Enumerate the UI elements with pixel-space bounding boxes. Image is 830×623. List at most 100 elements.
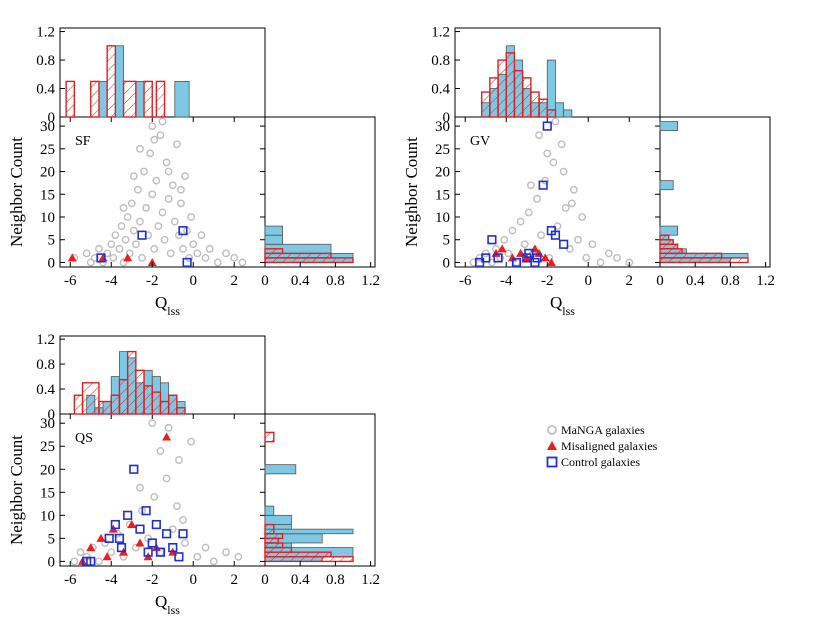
top-y-tick-label: 0.8 bbox=[36, 357, 55, 373]
legend-manga-marker bbox=[547, 425, 557, 435]
y-axis-title: Neighbor Count bbox=[402, 137, 421, 247]
control-point bbox=[137, 230, 147, 240]
right-x-tick-label: 0.8 bbox=[721, 273, 740, 289]
misaligned-point bbox=[135, 538, 145, 547]
control-point bbox=[155, 547, 166, 557]
y-tick-label: 30 bbox=[40, 416, 55, 432]
control-point bbox=[542, 121, 552, 131]
manga-point bbox=[156, 446, 165, 455]
manga-point bbox=[90, 254, 99, 262]
top-y-tick-label: 0 bbox=[48, 407, 56, 423]
legend-misaligned-label: Misaligned galaxies bbox=[561, 439, 658, 453]
manga-point bbox=[197, 231, 206, 240]
control-point bbox=[141, 506, 151, 516]
y-tick-label: 25 bbox=[435, 142, 450, 158]
right-hist-frame bbox=[659, 116, 771, 268]
manga-point bbox=[561, 204, 570, 212]
manga-point bbox=[543, 149, 552, 158]
x-tick-label: -6 bbox=[64, 572, 77, 588]
top-hist-bar-misaligned bbox=[538, 98, 548, 118]
control-point bbox=[114, 533, 125, 543]
manga-point bbox=[125, 249, 134, 258]
manga-point bbox=[148, 122, 157, 130]
right-hist-bar-misaligned bbox=[264, 431, 275, 443]
manga-point bbox=[230, 254, 239, 262]
manga-point bbox=[156, 131, 165, 140]
y-tick-label: 15 bbox=[435, 187, 450, 203]
legend-control-label: Control galaxies bbox=[561, 455, 640, 469]
x-tick-label: -4 bbox=[500, 273, 513, 289]
right-x-tick-label: 0.8 bbox=[326, 273, 345, 289]
manga-point bbox=[144, 231, 153, 240]
manga-point bbox=[179, 516, 187, 524]
manga-point bbox=[238, 258, 247, 267]
manga-point bbox=[136, 217, 144, 226]
manga-point bbox=[158, 208, 167, 217]
y-tick-label: 10 bbox=[435, 210, 450, 226]
x-tick-label: 2 bbox=[231, 273, 239, 289]
top-hist-bar-control bbox=[114, 45, 124, 118]
top-hist-bar-misaligned bbox=[480, 91, 491, 118]
top-hist-bar-control bbox=[98, 81, 108, 118]
control-point bbox=[559, 239, 569, 249]
y-tick-label: 25 bbox=[40, 142, 55, 158]
manga-point bbox=[205, 244, 214, 253]
manga-point bbox=[582, 254, 591, 262]
y-tick-label: 20 bbox=[40, 462, 55, 478]
control-point bbox=[174, 552, 184, 562]
control-point bbox=[178, 226, 188, 236]
manga-point bbox=[234, 552, 243, 561]
manga-point bbox=[201, 254, 210, 262]
control-point bbox=[123, 510, 133, 520]
control-point bbox=[135, 524, 145, 534]
manga-point bbox=[504, 249, 513, 258]
manga-point bbox=[95, 244, 103, 253]
top-hist-bar-misaligned bbox=[167, 394, 178, 415]
manga-point bbox=[107, 548, 116, 557]
manga-point bbox=[127, 199, 136, 208]
manga-point bbox=[142, 204, 151, 212]
legend-control-marker bbox=[546, 456, 558, 468]
x-axis-title: Qlss bbox=[155, 293, 180, 318]
manga-point bbox=[123, 213, 132, 221]
right-x-tick-label: 0.4 bbox=[291, 572, 310, 588]
manga-point bbox=[131, 543, 140, 552]
manga-point bbox=[181, 172, 189, 180]
y-tick-label: 30 bbox=[40, 119, 55, 135]
legend-manga-label: MaNGA galaxies bbox=[561, 423, 645, 437]
manga-point bbox=[574, 235, 582, 244]
y-tick-label: 5 bbox=[48, 233, 56, 249]
x-axis-title: Qlss bbox=[550, 293, 575, 318]
manga-point bbox=[187, 437, 196, 446]
manga-point bbox=[107, 240, 116, 249]
x-tick-label: -4 bbox=[105, 273, 118, 289]
right-x-tick-label: 1.2 bbox=[361, 572, 380, 588]
manga-point bbox=[168, 525, 177, 534]
manga-point bbox=[70, 557, 79, 566]
manga-point bbox=[136, 483, 144, 492]
manga-point bbox=[170, 217, 179, 226]
top-hist-bar-misaligned bbox=[530, 91, 540, 118]
manga-point bbox=[500, 235, 509, 244]
control-point bbox=[182, 257, 192, 268]
manga-point bbox=[189, 240, 198, 249]
misaligned-point bbox=[540, 253, 550, 262]
manga-point bbox=[520, 240, 529, 249]
control-point bbox=[532, 253, 542, 263]
manga-point bbox=[222, 548, 230, 557]
misaligned-point bbox=[546, 257, 556, 266]
y-tick-label: 0 bbox=[443, 255, 451, 271]
top-y-tick-label: 0.4 bbox=[431, 82, 450, 98]
right-hist-bar-control bbox=[264, 234, 284, 245]
top-hist-bar-misaligned bbox=[521, 77, 532, 118]
control-point bbox=[493, 253, 503, 263]
top-hist-bar-control bbox=[555, 102, 565, 118]
manga-point bbox=[613, 254, 621, 262]
top-hist-bar-misaligned bbox=[143, 385, 153, 415]
misaligned-point bbox=[96, 533, 106, 542]
control-point bbox=[550, 230, 561, 240]
control-point bbox=[147, 538, 157, 548]
manga-point bbox=[177, 185, 185, 194]
